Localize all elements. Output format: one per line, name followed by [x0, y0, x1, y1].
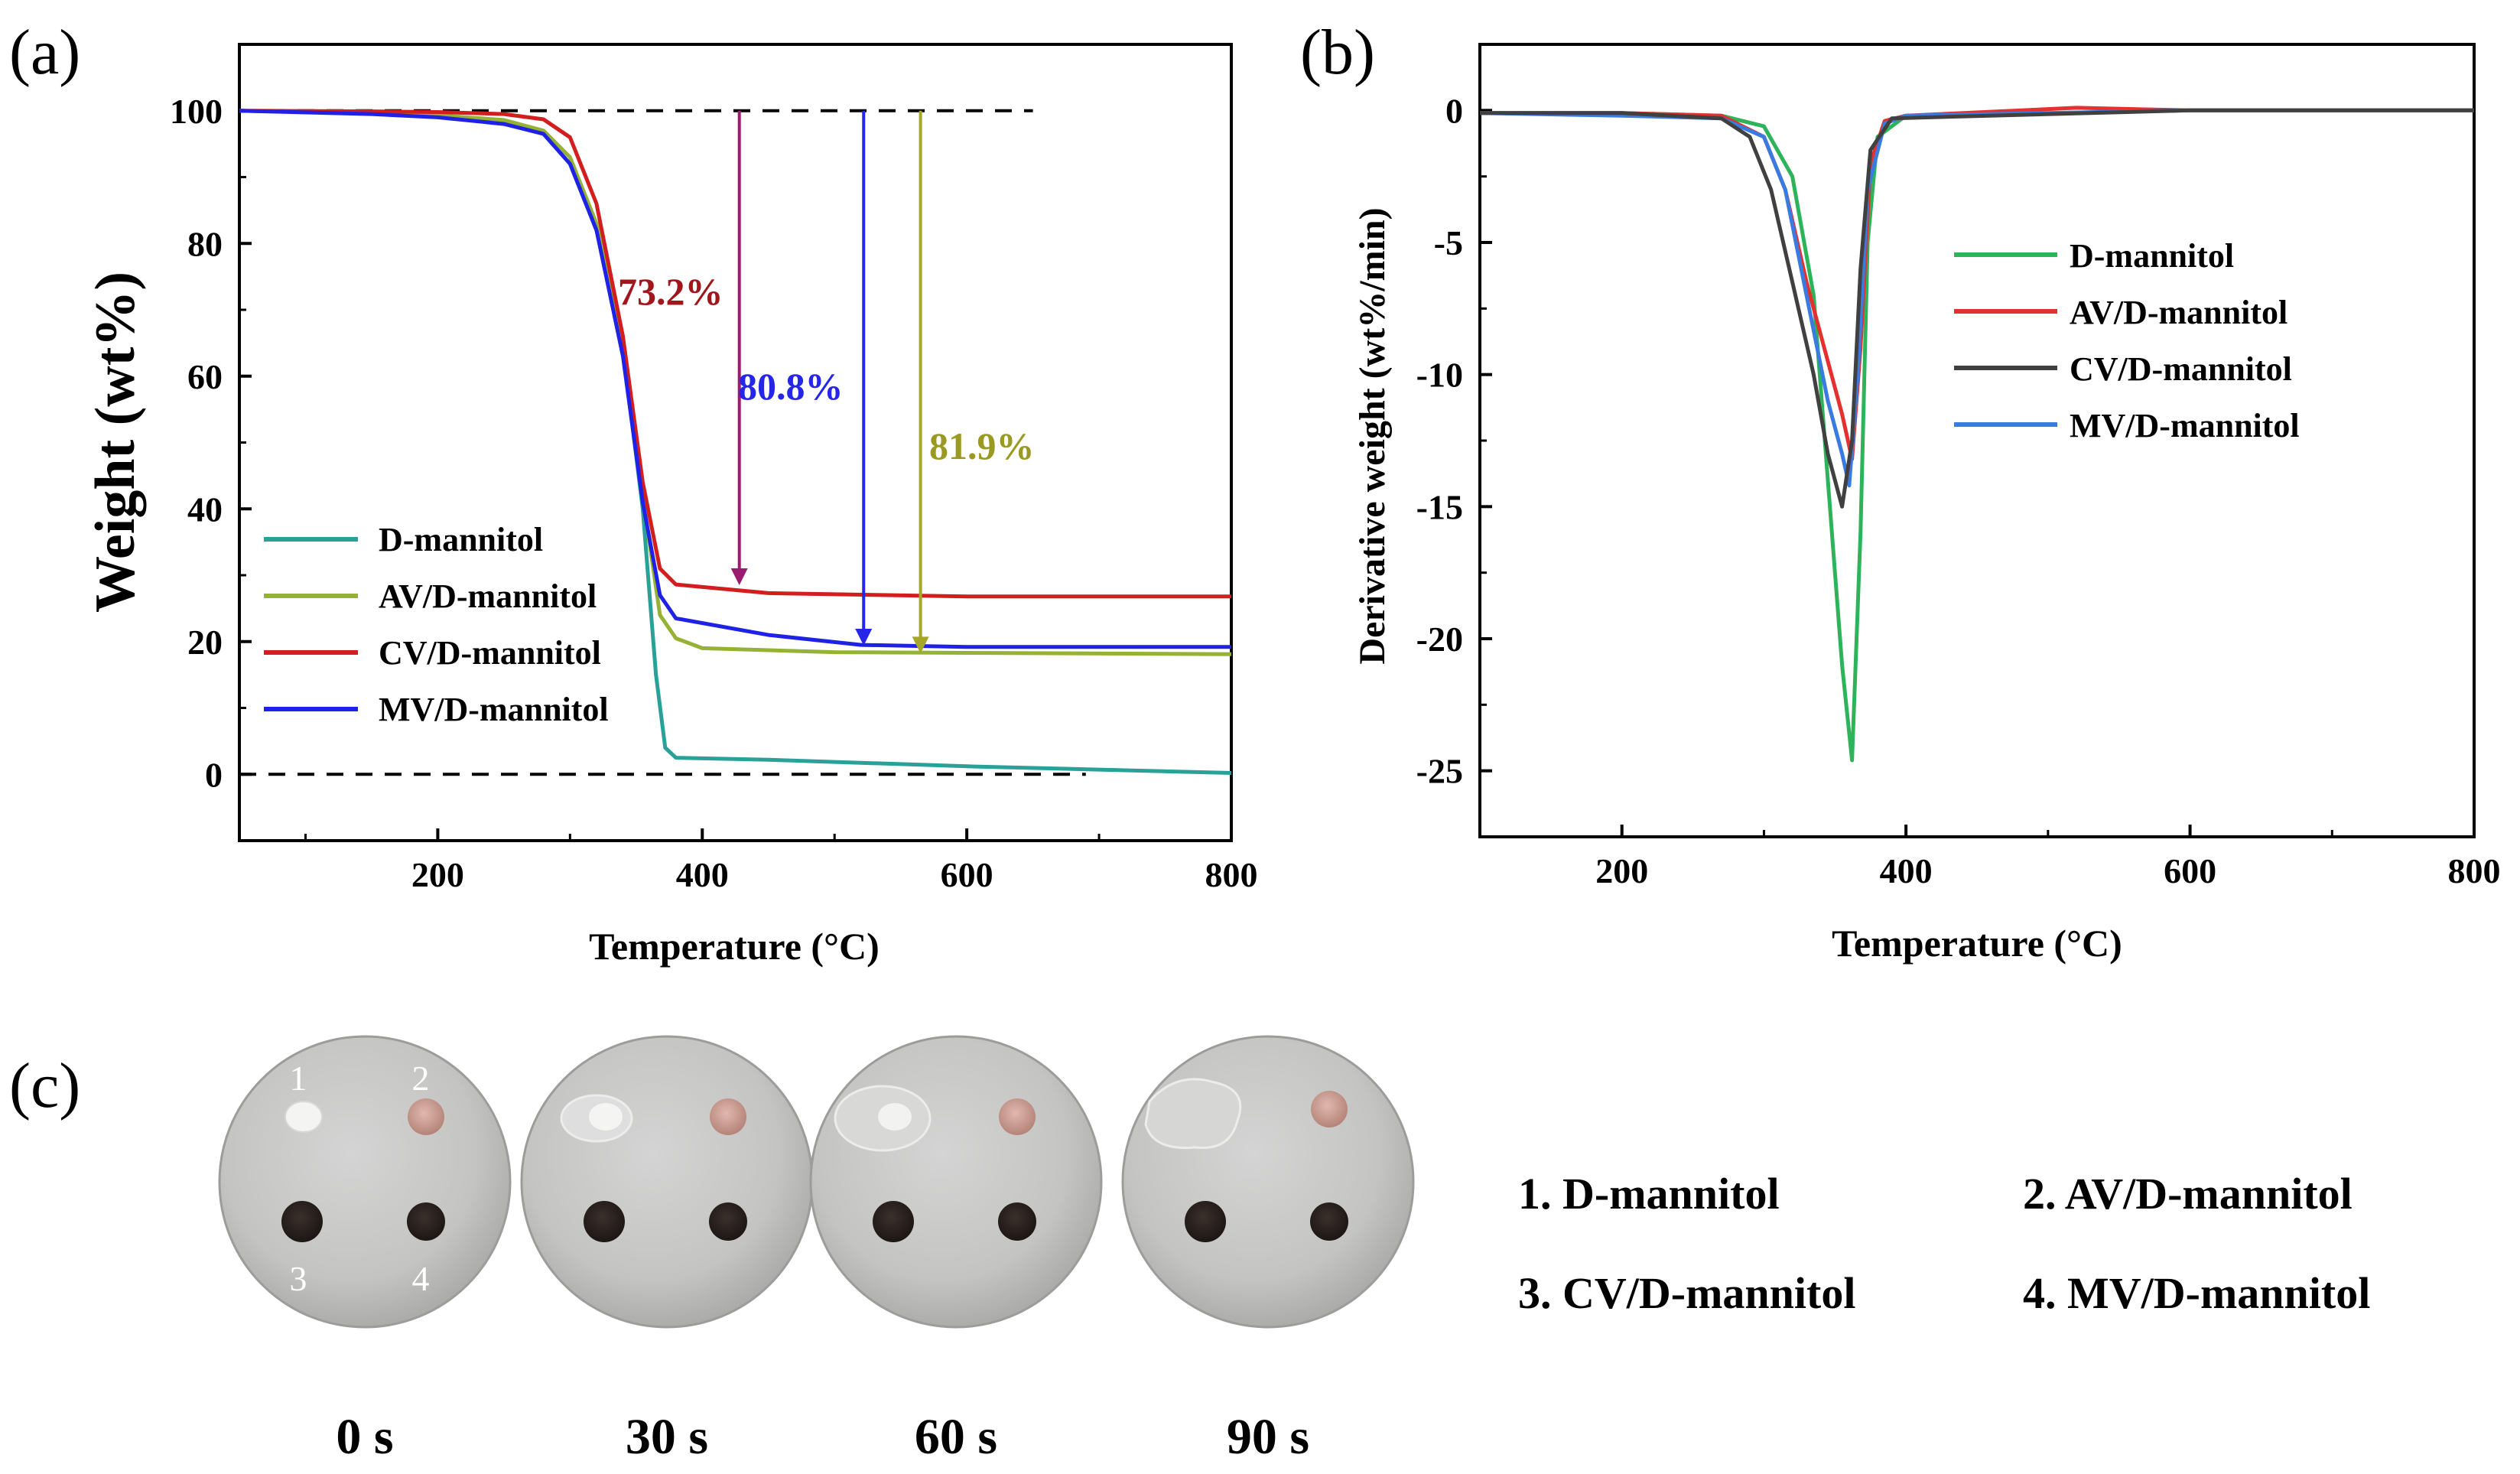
- legend-label: CV/D-mannitol: [2070, 350, 2292, 388]
- sample-spot-mv-d-mannitol: [709, 1202, 747, 1241]
- x-tick-label: 600: [2164, 851, 2216, 890]
- sample-legend-1: 1. D-mannitol: [1518, 1169, 1780, 1219]
- x-tick-label: 200: [411, 855, 464, 894]
- series-line-d-mannitol: [1480, 108, 2474, 763]
- y-tick-label: -15: [1416, 487, 1463, 526]
- sample-spot-mv-d-mannitol: [407, 1202, 445, 1241]
- legend-label: AV/D-mannitol: [379, 578, 597, 615]
- legend-label: D-mannitol: [2070, 237, 2234, 275]
- dish-photo-2: [520, 1035, 814, 1329]
- chart-b-ylabel: Derivative weight (wt%/min): [1352, 207, 1393, 664]
- x-tick-label: 600: [941, 855, 993, 894]
- dish-number-label: 2: [412, 1059, 430, 1098]
- sample-spot-d-mannitol: [878, 1103, 912, 1131]
- petri-dish: [218, 1035, 512, 1329]
- y-tick-label: -20: [1416, 620, 1463, 659]
- y-tick-label: 0: [1445, 91, 1463, 130]
- dish-number-label: 4: [412, 1259, 430, 1298]
- y-tick-label: 40: [187, 490, 223, 529]
- sample-spot-av-d-mannitol: [1311, 1091, 1348, 1127]
- dish-photo-4: [1121, 1035, 1415, 1329]
- sample-spot-mv-d-mannitol: [1310, 1202, 1348, 1241]
- sample-legend-2: 2. AV/D-mannitol: [2023, 1169, 2353, 1219]
- chart-a-legend: D-mannitol AV/D-mannitol CV/D-mannitol MV/D…: [264, 521, 609, 728]
- series-line-mv-d-mannitol: [1479, 108, 2474, 488]
- drop-arrow-head: [730, 568, 748, 586]
- time-label: 90 s: [1227, 1409, 1309, 1465]
- x-tick-label: 400: [676, 855, 729, 894]
- dish-number-label: 1: [290, 1059, 307, 1098]
- sample-spot-mv-d-mannitol: [998, 1202, 1036, 1241]
- x-tick-label: 200: [1595, 851, 1648, 890]
- sample-spot-cv-d-mannitol: [873, 1201, 914, 1242]
- series-line-cv-d-mannitol: [1480, 108, 2474, 509]
- chart-a-ylabel: Weight (wt%): [84, 272, 147, 613]
- sample-spot-d-mannitol: [285, 1101, 323, 1133]
- sample-spot-av-d-mannitol: [408, 1098, 444, 1135]
- panel-b-letter: (b): [1300, 17, 1375, 88]
- time-label: 60 s: [915, 1409, 997, 1465]
- dish-number-label: 3: [290, 1259, 307, 1298]
- dish-photo-3: [809, 1035, 1103, 1329]
- series-line-mv-d-mannitol: [239, 109, 1231, 649]
- legend-label: CV/D-mannitol: [379, 634, 601, 672]
- sample-spot-cv-d-mannitol: [584, 1201, 625, 1242]
- chart-b-legend: D-mannitol AV/D-mannitol CV/D-mannitol MV/D…: [1954, 237, 2300, 444]
- x-tick-label: 800: [1205, 855, 1258, 894]
- time-label: 30 s: [626, 1409, 708, 1465]
- y-tick-label: 60: [187, 357, 223, 396]
- petri-dish: [520, 1035, 814, 1329]
- x-tick-label: 800: [2448, 851, 2501, 890]
- series-line-av-d-mannitol: [1480, 106, 2474, 461]
- sample-spot-d-mannitol: [589, 1103, 623, 1131]
- chart-a-ticks: 200 400 600 800 0 20 40 60 80 100: [170, 92, 1258, 894]
- sample-spot-cv-d-mannitol: [281, 1201, 323, 1242]
- dish-photo-1: 1 2 3 4: [218, 1035, 512, 1329]
- y-tick-label: -5: [1434, 223, 1463, 262]
- legend-label: D-mannitol: [379, 521, 543, 558]
- chart-a-annotations: 73.2% 80.8% 81.9%: [618, 110, 1035, 654]
- petri-dish: [1121, 1035, 1415, 1329]
- legend-label: MV/D-mannitol: [379, 691, 609, 728]
- mass-loss-label: 73.2%: [618, 270, 723, 313]
- panel-c-letter: (c): [9, 1050, 80, 1121]
- legend-label: MV/D-mannitol: [2070, 407, 2300, 444]
- sample-spot-av-d-mannitol: [710, 1098, 746, 1135]
- mass-loss-label: 81.9%: [929, 425, 1035, 467]
- legend-label: AV/D-mannitol: [2070, 294, 2288, 331]
- y-tick-label: 80: [187, 224, 223, 263]
- mass-loss-label: 80.8%: [738, 365, 844, 408]
- sample-legend-3: 3. CV/D-mannitol: [1518, 1268, 1855, 1318]
- y-tick-label: -10: [1416, 356, 1463, 395]
- y-tick-label: 0: [205, 755, 223, 794]
- drop-arrow-head: [912, 636, 929, 654]
- panel-a-letter: (a): [9, 17, 80, 88]
- x-tick-label: 400: [1880, 851, 1933, 890]
- drop-arrow-head: [855, 628, 873, 646]
- series-line-d-mannitol: [239, 109, 1232, 775]
- dtg-chart: Temperature (°C) Derivative weight (wt%/…: [1352, 43, 2501, 965]
- chart-a-series: [239, 109, 1232, 775]
- chart-b-series: [1479, 106, 2474, 763]
- time-label: 0 s: [336, 1409, 393, 1465]
- chart-b-ticks: 200 400 600 800 0 -5 -10 -15 -20 -25: [1416, 91, 2501, 890]
- sample-legend-4: 4. MV/D-mannitol: [2023, 1268, 2370, 1318]
- chart-a-xlabel: Temperature (°C): [589, 925, 880, 968]
- y-tick-label: 20: [187, 623, 223, 662]
- tga-chart: Temperature (°C) Weight (wt%) 200 400 600 8…: [84, 43, 1258, 968]
- sample-melt-d-mannitol: [1144, 1078, 1242, 1150]
- photo-dish-sequence: 1 2 3 4 0 s 30 s 60 s 90 s: [218, 1035, 1415, 1465]
- y-tick-label: 100: [170, 92, 223, 131]
- series-line-cv-d-mannitol: [239, 109, 1231, 599]
- petri-dish: [809, 1035, 1103, 1329]
- sample-spot-cv-d-mannitol: [1185, 1201, 1226, 1242]
- sample-spot-av-d-mannitol: [999, 1098, 1036, 1135]
- chart-b-frame: [1478, 43, 2476, 838]
- chart-b-xlabel: Temperature (°C): [1832, 922, 2122, 965]
- y-tick-label: -25: [1416, 752, 1463, 791]
